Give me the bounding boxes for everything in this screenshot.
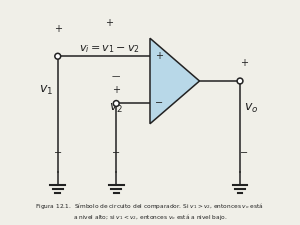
Polygon shape: [150, 38, 200, 124]
Circle shape: [113, 101, 119, 106]
Circle shape: [237, 78, 243, 84]
Text: +: +: [54, 24, 62, 34]
Text: +: +: [106, 18, 113, 27]
Text: —: —: [112, 72, 120, 81]
Text: −: −: [240, 148, 249, 158]
Text: −: −: [112, 148, 120, 158]
Text: $v_2$: $v_2$: [109, 101, 123, 115]
Text: +: +: [112, 85, 120, 95]
Text: −: −: [54, 148, 62, 158]
Text: $v_o$: $v_o$: [244, 101, 258, 115]
Text: −: −: [155, 99, 163, 108]
Text: $v_1$: $v_1$: [39, 83, 54, 97]
Text: $v_i = v_1 - v_2$: $v_i = v_1 - v_2$: [79, 44, 140, 55]
Text: a nivel alto; si $v_1 < v_2$, entonces $v_o$ está a nivel bajo.: a nivel alto; si $v_1 < v_2$, entonces $…: [73, 212, 227, 222]
Circle shape: [55, 53, 61, 59]
Text: +: +: [155, 51, 163, 61]
Text: +: +: [241, 58, 248, 68]
Text: Figura 12.1.  Símbolo de circuito del comparador. Si $v_1 > v_2$, entonces $v_o$: Figura 12.1. Símbolo de circuito del com…: [35, 201, 265, 211]
